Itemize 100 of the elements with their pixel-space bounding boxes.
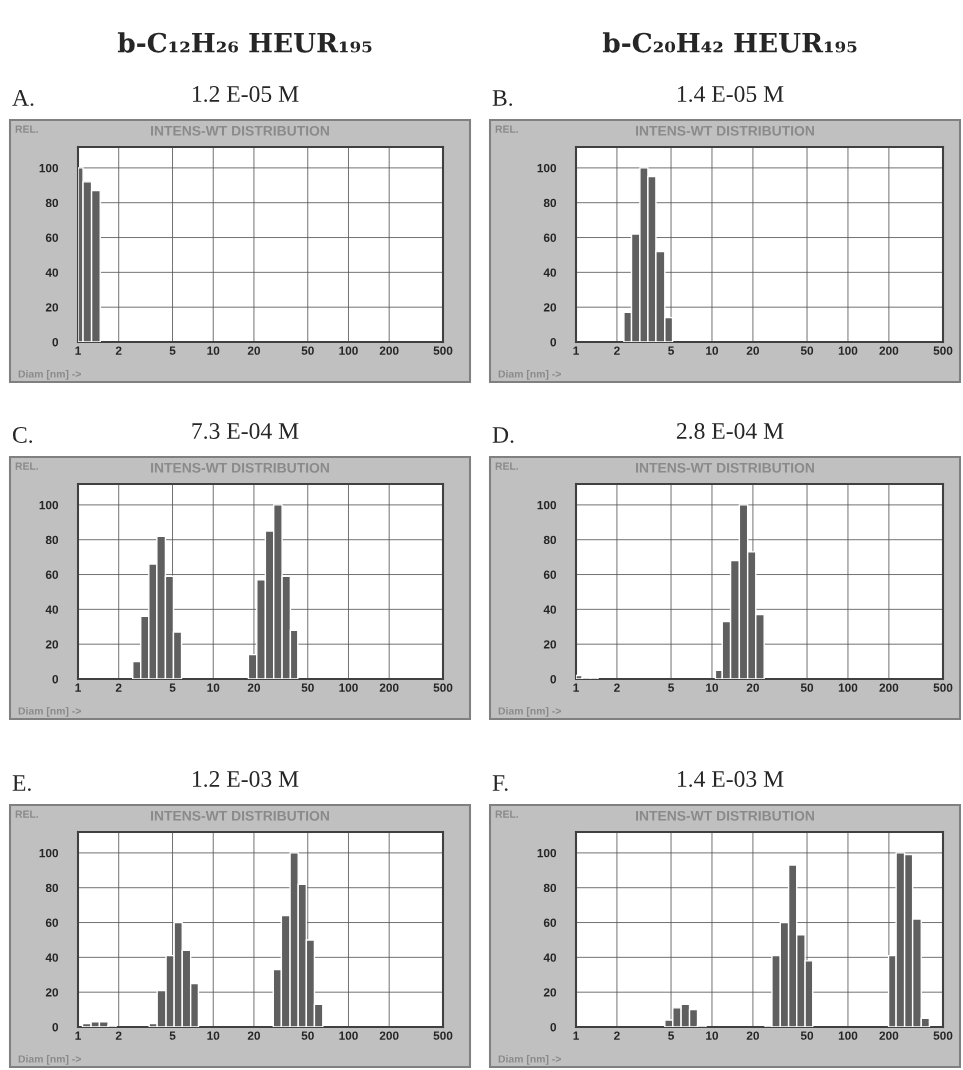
y-tick-label: 80 [543, 198, 557, 208]
x-tick-label: 20 [746, 346, 759, 355]
x-tick-label: 2 [614, 346, 620, 355]
x-tick-label: 50 [301, 683, 314, 692]
x-tick-label: 2 [115, 346, 122, 355]
x-tick-label: 1 [75, 346, 81, 355]
x-tick-label: 2 [614, 683, 620, 692]
y-tick-label: 40 [45, 605, 59, 614]
y-tick-label: 60 [45, 570, 59, 579]
x-tick-label: 500 [433, 683, 453, 692]
text: E. [12, 775, 31, 792]
chart-title: 2.8 E-04 M [676, 422, 784, 440]
x-tick-label: 200 [879, 346, 899, 355]
y-tick-label: 20 [543, 988, 557, 997]
x-tick-label: 200 [879, 1031, 899, 1040]
y-tick-label: 0 [550, 675, 557, 684]
x-tick-label: 100 [339, 683, 358, 692]
x-tick-label: 10 [706, 683, 719, 692]
x-tick-label: 50 [800, 683, 814, 692]
y-tick-label: 60 [543, 233, 557, 242]
y-tick-label: 0 [52, 675, 59, 684]
x-tick-label: 50 [800, 346, 814, 355]
x-tick-label: 20 [746, 683, 759, 692]
y-tick-label: 40 [543, 268, 557, 277]
y-tick-label: 100 [39, 500, 59, 510]
x-tick-label: 50 [301, 1031, 314, 1040]
x-tick-label: 500 [433, 346, 453, 355]
x-tick-label: 20 [247, 346, 261, 355]
x-tick-label: 100 [339, 1031, 358, 1040]
x-tick-label: 2 [115, 683, 122, 692]
y-tick-label: 100 [537, 848, 557, 858]
x-tick-label: 20 [247, 1031, 261, 1040]
x-tick-label: 5 [668, 346, 674, 355]
text: C. [12, 427, 33, 444]
x-tick-label: 1 [75, 683, 81, 692]
y-tick-label: 20 [543, 640, 557, 649]
text: b-C₂₀H₄₂ HEUR₁₉₅ [602, 32, 857, 53]
y-tick-label: 40 [543, 953, 557, 962]
x-tick-label: 5 [169, 346, 176, 355]
x-tick-label: 500 [433, 1031, 453, 1040]
text: A. [12, 90, 34, 107]
x-tick-label: 100 [838, 683, 858, 692]
x-tick-label: 10 [207, 346, 220, 355]
x-tick-label: 50 [301, 346, 314, 355]
y-tick-label: 0 [550, 338, 557, 347]
x-tick-label: 10 [706, 346, 719, 355]
x-tick-label: 10 [207, 683, 220, 692]
x-tick-label: 5 [668, 683, 674, 692]
x-tick-label: 20 [746, 1031, 759, 1040]
chart-title: 1.2 E-05 M [192, 85, 299, 103]
x-tick-label: 10 [207, 1031, 220, 1040]
y-tick-label: 80 [543, 535, 557, 545]
y-tick-label: 20 [45, 303, 59, 312]
x-tick-label: 100 [339, 346, 358, 355]
y-tick-label: 0 [52, 338, 59, 347]
y-tick-label: 60 [543, 570, 557, 579]
x-tick-label: 200 [379, 346, 399, 355]
y-tick-label: 20 [45, 640, 59, 649]
y-tick-label: 80 [45, 883, 59, 893]
x-tick-label: 1 [573, 1031, 579, 1040]
text: F. [492, 775, 508, 792]
x-tick-label: 50 [800, 1031, 814, 1040]
x-tick-label: 10 [706, 1031, 719, 1040]
x-tick-label: 2 [614, 1031, 620, 1040]
x-tick-label: 200 [379, 683, 399, 692]
x-tick-label: 5 [668, 1031, 674, 1040]
x-tick-label: 20 [247, 683, 261, 692]
y-tick-label: 60 [45, 918, 59, 927]
text: B. [492, 90, 513, 107]
y-tick-label: 40 [543, 605, 557, 614]
y-tick-label: 100 [39, 163, 59, 173]
chart-title: 1.4 E-03 M [677, 770, 784, 788]
chart-title: 7.3 E-04 M [192, 422, 299, 440]
y-tick-label: 80 [543, 883, 557, 893]
y-tick-label: 60 [543, 918, 557, 927]
x-tick-label: 2 [115, 1031, 122, 1040]
x-tick-label: 100 [838, 346, 858, 355]
chart-title: 1.4 E-05 M [677, 85, 784, 103]
y-tick-label: 40 [45, 268, 59, 277]
y-tick-label: 0 [52, 1023, 59, 1032]
y-tick-label: 80 [45, 535, 59, 545]
x-tick-label: 200 [879, 683, 899, 692]
y-tick-label: 60 [45, 233, 59, 242]
y-tick-label: 80 [45, 198, 59, 208]
x-tick-label: 500 [933, 683, 953, 692]
y-tick-label: 20 [543, 303, 557, 312]
y-tick-label: 0 [550, 1023, 557, 1032]
chart-title: 1.2 E-03 M [192, 770, 299, 788]
x-tick-label: 200 [379, 1031, 399, 1040]
x-tick-label: 100 [838, 1031, 858, 1040]
x-tick-label: 5 [169, 1031, 176, 1040]
y-tick-label: 100 [39, 848, 59, 858]
x-tick-label: 1 [573, 346, 579, 355]
x-tick-label: 1 [573, 683, 579, 692]
x-tick-label: 500 [933, 346, 953, 355]
text: b-C₁₂H₂₆ HEUR₁₉₅ [117, 32, 372, 53]
x-tick-label: 500 [933, 1031, 953, 1040]
x-tick-label: 5 [169, 683, 176, 692]
y-tick-label: 100 [537, 163, 557, 173]
y-tick-label: 20 [45, 988, 59, 997]
